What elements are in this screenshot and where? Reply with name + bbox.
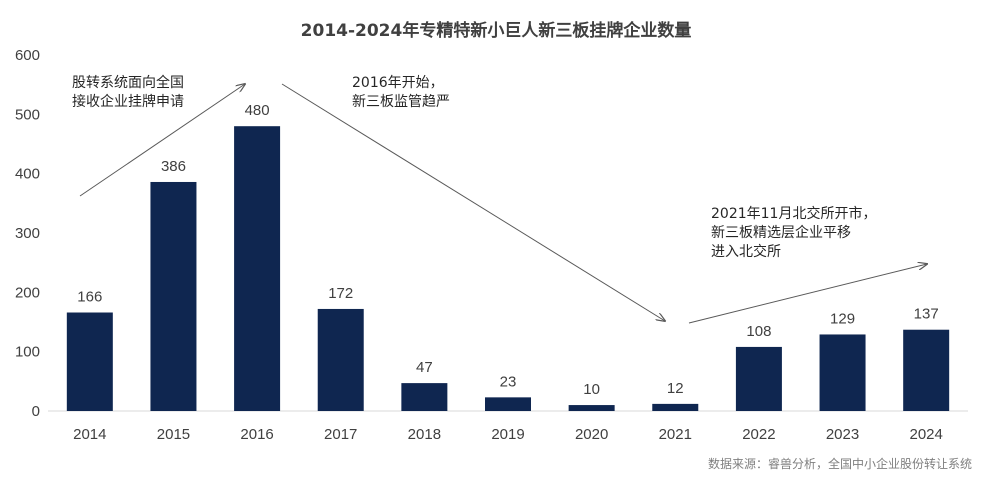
bar-2022 [735, 346, 782, 411]
x-tick-label: 2024 [909, 426, 942, 443]
annotation-line: 进入北交所 [711, 243, 781, 260]
trend-arrow-recovery [688, 264, 927, 324]
x-tick-label: 2016 [240, 426, 273, 443]
bar-2023 [819, 334, 866, 411]
x-tick-label: 2023 [826, 426, 859, 443]
y-tick-label: 100 [15, 344, 40, 361]
trend-arrow-down [281, 83, 665, 321]
data-label-2017: 172 [328, 285, 353, 302]
annotation-line: 新三板监管趋严 [352, 94, 450, 110]
bar-2015 [150, 181, 197, 411]
annotation-line: 新三板精选层企业平移 [711, 224, 851, 241]
x-axis: 2014 2015 2016 2017 2018 2019 2020 2021 2022 2023… [73, 426, 943, 443]
bar-2016 [234, 126, 281, 411]
data-label-2021: 12 [667, 380, 684, 397]
data-label-2015: 386 [161, 158, 186, 175]
data-label-2020: 10 [583, 381, 600, 398]
annotation-line: 2021年11月北交所开市， [711, 205, 876, 222]
annotation-bse-open: 2021年11月北交所开市， 新三板精选层企业平移 进入北交所 [711, 205, 881, 260]
bar-2018 [401, 383, 448, 411]
y-tick-label: 500 [15, 106, 40, 123]
x-tick-label: 2019 [491, 426, 524, 443]
x-tick-label: 2018 [408, 426, 441, 443]
data-source: 数据来源：睿兽分析，全国中小企业股份转让系统 [708, 456, 972, 471]
y-axis: 0 100 200 300 400 500 600 [15, 47, 40, 420]
annotation-line: 接收企业挂牌申请 [72, 93, 184, 110]
x-tick-label: 2021 [659, 426, 692, 443]
data-label-2022: 108 [746, 323, 771, 340]
bar-2020 [568, 405, 615, 411]
bar-2017 [317, 308, 364, 411]
y-tick-label: 300 [15, 225, 40, 242]
x-tick-label: 2015 [157, 426, 190, 443]
annotation-regulation: 2016年开始， 新三板监管趋严 [352, 75, 450, 110]
y-tick-label: 0 [32, 403, 40, 420]
annotation-line: 股转系统面向全国 [72, 74, 184, 91]
bars: 166 386 480 172 47 23 10 12 108 129 137 [66, 102, 950, 411]
data-label-2019: 23 [500, 373, 517, 390]
y-tick-label: 400 [15, 166, 40, 183]
x-tick-label: 2022 [742, 426, 775, 443]
data-label-2016: 480 [245, 102, 270, 119]
bar-2024 [903, 329, 950, 411]
data-label-2018: 47 [416, 359, 433, 376]
data-label-2023: 129 [830, 310, 855, 327]
trend-arrow-up [79, 84, 245, 197]
data-label-2024: 137 [914, 306, 939, 323]
y-tick-label: 200 [15, 284, 40, 301]
bar-2019 [485, 397, 531, 411]
x-tick-label: 2014 [73, 426, 106, 443]
bar-2014 [66, 312, 113, 411]
x-tick-label: 2020 [575, 426, 608, 443]
chart-title: 2014-2024年专精特新小巨人新三板挂牌企业数量 [301, 20, 692, 41]
bar-2021 [652, 403, 699, 411]
annotation-listing-open: 股转系统面向全国 接收企业挂牌申请 [72, 74, 188, 110]
y-tick-label: 600 [15, 47, 40, 64]
data-label-2014: 166 [77, 289, 102, 306]
annotation-line: 2016年开始， [352, 75, 444, 91]
x-tick-label: 2017 [324, 426, 357, 443]
